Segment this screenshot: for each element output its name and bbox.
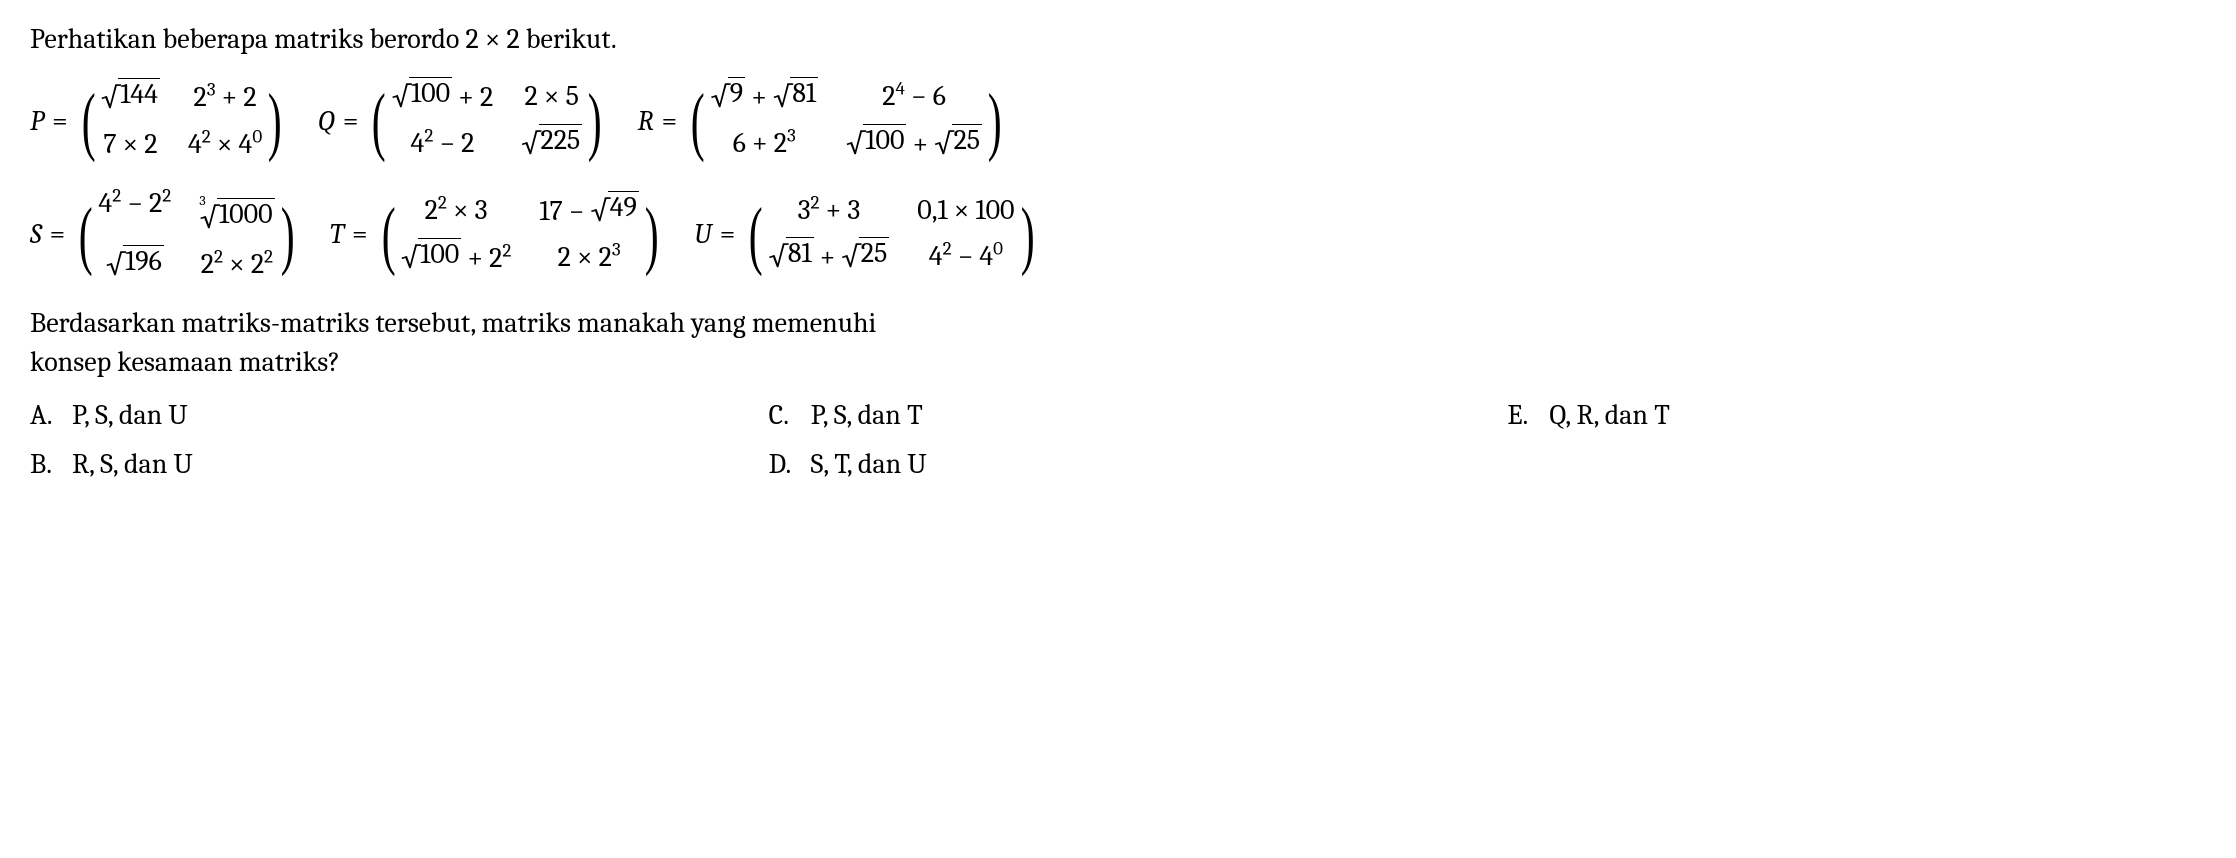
option-text: P, S, dan T [811,396,923,435]
question-text: Berdasarkan matriks-matriks tersebut, ma… [30,304,2206,382]
question-line-1: Berdasarkan matriks-matriks tersebut, ma… [30,304,2206,343]
options-grid: A. P, S, dan U C. P, S, dan T E. Q, R, d… [30,396,2206,484]
option-letter: A. [30,396,58,435]
matrix-T: T=(22 × 317 − √49√100 + 222 × 23) [330,191,664,279]
intro-text: Perhatikan beberapa matriks berordo 2 × … [30,20,2206,59]
matrix-row-1: P=(√14423 + 27 × 242 × 40) Q=(√100 + 22 … [30,77,2206,165]
matrix-Q: Q=(√100 + 22 × 542 − 2√225) [317,77,607,165]
option-A: A. P, S, dan U [30,396,729,435]
option-B: B. R, S, dan U [30,445,729,484]
option-C: C. P, S, dan T [769,396,1468,435]
option-text: S, T, dan U [811,445,927,484]
matrix-row-2: S=(42 − 223√1000√19622 × 22) T=(22 × 317… [30,184,2206,286]
matrix-U: U=(32 + 30,1 × 100√81 + √2542 − 40) [694,191,1040,277]
matrix-R: R=(√9 + √8124 − 66 + 23√100 + √25) [638,77,1008,165]
option-text: P, S, dan U [72,396,188,435]
option-letter: E. [1507,396,1535,435]
option-text: R, S, dan U [72,445,193,484]
matrix-S: S=(42 − 223√1000√19622 × 22) [30,184,300,286]
option-D: D. S, T, dan U [769,445,1468,484]
option-text: Q, R, dan T [1549,396,1670,435]
option-E: E. Q, R, dan T [1507,396,2206,435]
matrix-P: P=(√14423 + 27 × 242 × 40) [30,78,287,164]
option-letter: B. [30,445,58,484]
option-letter: D. [769,445,797,484]
question-line-2: konsep kesamaan matriks? [30,343,2206,382]
option-letter: C. [769,396,797,435]
